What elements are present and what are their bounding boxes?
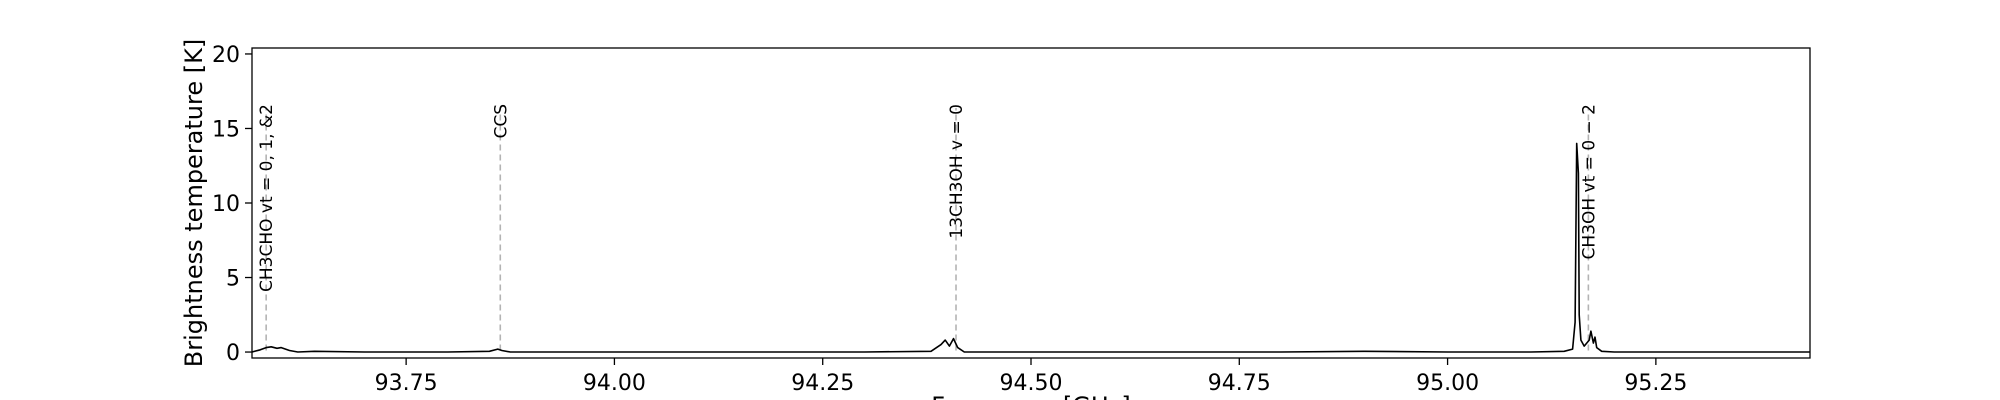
y-tick-label-0: 0: [226, 341, 240, 366]
x-tick-label-3: 94.50: [1000, 371, 1063, 396]
y-axis: 0 5 10 15 20: [212, 43, 252, 366]
line-marker-label-3: CH3OH vt = 0 − 2: [1579, 104, 1599, 260]
line-marker-label-0: CH3CHO vt = 0, 1, &2: [257, 104, 277, 292]
line-marker-label-1: CCS: [491, 104, 511, 139]
x-tick-label-0: 93.75: [375, 371, 438, 396]
x-tick-label-5: 95.00: [1416, 371, 1479, 396]
x-tick-label-4: 94.75: [1208, 371, 1271, 396]
x-axis-label: Frequency [GHz]: [931, 392, 1131, 400]
x-tick-label-2: 94.25: [791, 371, 854, 396]
plot-area: [252, 48, 1810, 358]
x-tick-label-1: 94.00: [583, 371, 646, 396]
y-tick-label-3: 15: [212, 117, 240, 142]
y-axis-label: Brightness temperature [K]: [180, 39, 208, 367]
x-tick-label-6: 95.25: [1624, 371, 1687, 396]
y-tick-label-1: 5: [226, 267, 240, 292]
line-markers: CH3CHO vt = 0, 1, &2 CCS 13CH3OH v = 0 CH3O…: [257, 104, 1599, 351]
x-axis: 93.75 94.00 94.25 94.50 94.75 95.00 95.25: [375, 358, 1687, 396]
line-marker-label-2: 13CH3OH v = 0: [947, 104, 967, 239]
y-tick-label-4: 20: [212, 43, 240, 68]
y-tick-label-2: 10: [212, 192, 240, 217]
spectrum-line: [251, 142, 1810, 353]
